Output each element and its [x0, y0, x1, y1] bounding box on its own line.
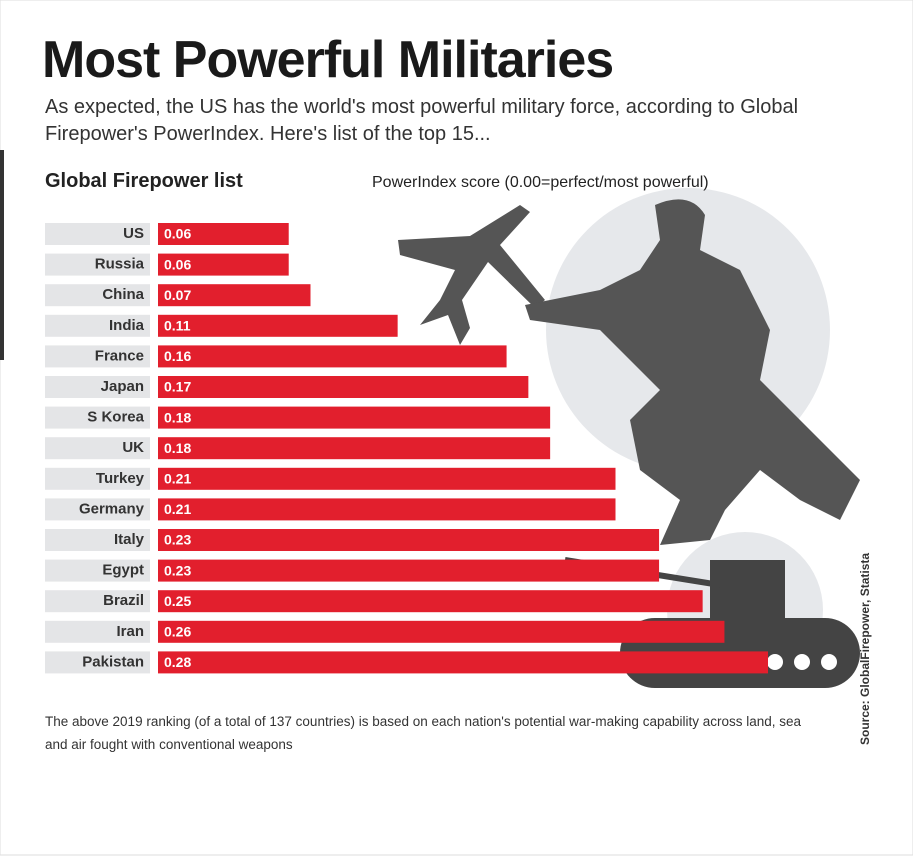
- bar: [158, 437, 551, 460]
- bar: [158, 590, 703, 613]
- category-label: Brazil: [103, 592, 144, 609]
- category-box: [45, 284, 150, 307]
- edge-mark: [0, 150, 4, 360]
- value-label: 0.23: [164, 532, 191, 548]
- axis-label: PowerIndex score (0.00=perfect/most powe…: [372, 174, 709, 191]
- category-label: US: [123, 225, 144, 242]
- category-box: [45, 314, 150, 337]
- soldier-silhouette: [525, 199, 860, 545]
- category-box: [45, 437, 150, 460]
- category-label: Italy: [114, 531, 145, 548]
- category-box: [45, 467, 150, 490]
- category-box: [45, 376, 150, 398]
- value-label: 0.06: [164, 226, 191, 242]
- category-box: [45, 498, 150, 521]
- bar: [158, 345, 507, 368]
- bar: [158, 498, 616, 521]
- bar: [158, 651, 768, 674]
- category-box: [45, 590, 150, 613]
- category-label: Turkey: [96, 470, 145, 487]
- value-label: 0.25: [164, 593, 191, 609]
- category-label: Egypt: [102, 562, 144, 579]
- category-box: [45, 559, 150, 582]
- bar: [158, 559, 660, 582]
- category-label: Pakistan: [82, 653, 144, 670]
- value-label: 0.16: [164, 348, 191, 364]
- category-box: [45, 620, 150, 643]
- bar: [158, 620, 725, 643]
- value-label: 0.26: [164, 624, 191, 640]
- category-box: [45, 529, 150, 551]
- value-label: 0.07: [164, 287, 191, 303]
- value-label: 0.06: [164, 256, 191, 272]
- value-label: 0.21: [164, 501, 191, 517]
- bar: [158, 284, 311, 307]
- value-label: 0.11: [164, 318, 191, 334]
- category-label: France: [95, 347, 144, 364]
- category-box: [45, 406, 150, 429]
- chart-label: Global Firepower list: [45, 170, 243, 192]
- category-label: UK: [122, 439, 144, 456]
- value-label: 0.18: [164, 409, 191, 425]
- footnote: The above 2019 ranking (of a total of 13…: [45, 714, 802, 752]
- bar: [158, 467, 616, 490]
- category-label: China: [102, 286, 144, 303]
- category-box: [45, 651, 150, 674]
- category-label: Russia: [95, 256, 145, 273]
- category-label: Iran: [116, 623, 144, 640]
- tank-wheel: [821, 654, 837, 670]
- value-label: 0.23: [164, 562, 191, 578]
- category-label: Japan: [101, 378, 144, 395]
- bar: [158, 223, 289, 245]
- tank-wheel: [767, 654, 783, 670]
- bar: [158, 529, 660, 551]
- value-label: 0.18: [164, 440, 191, 456]
- value-label: 0.28: [164, 654, 191, 670]
- bar: [158, 314, 398, 337]
- bar: [158, 406, 551, 429]
- category-label: India: [109, 317, 145, 334]
- category-label: Germany: [79, 500, 145, 517]
- bar: [158, 376, 529, 398]
- bar: [158, 253, 289, 276]
- subtitle: As expected, the US has the world's most…: [45, 96, 799, 145]
- category-box: [45, 223, 150, 245]
- plane-silhouette: [398, 205, 545, 345]
- category-box: [45, 253, 150, 276]
- tank-wheel: [794, 654, 810, 670]
- tank-turret: [710, 560, 785, 620]
- value-label: 0.17: [164, 379, 191, 395]
- title: Most Powerful Militaries: [42, 31, 614, 89]
- category-box: [45, 345, 150, 368]
- source: Source: GlobalFirepower, Statista: [858, 553, 872, 745]
- value-label: 0.21: [164, 471, 191, 487]
- category-label: S Korea: [87, 409, 144, 426]
